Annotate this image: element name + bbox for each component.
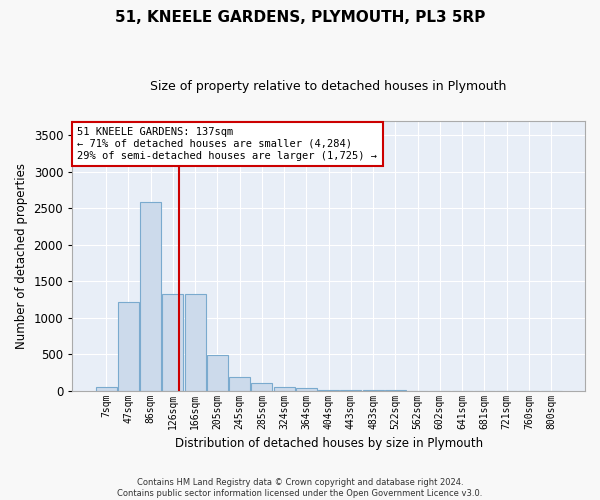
Bar xyxy=(229,378,250,390)
Bar xyxy=(274,387,295,390)
Bar xyxy=(95,387,116,390)
Bar xyxy=(162,294,184,390)
Bar xyxy=(296,388,317,390)
Y-axis label: Number of detached properties: Number of detached properties xyxy=(15,162,28,348)
Text: Contains HM Land Registry data © Crown copyright and database right 2024.
Contai: Contains HM Land Registry data © Crown c… xyxy=(118,478,482,498)
Text: 51, KNEELE GARDENS, PLYMOUTH, PL3 5RP: 51, KNEELE GARDENS, PLYMOUTH, PL3 5RP xyxy=(115,10,485,25)
Bar xyxy=(118,302,139,390)
Bar xyxy=(251,384,272,390)
Title: Size of property relative to detached houses in Plymouth: Size of property relative to detached ho… xyxy=(151,80,507,93)
Bar xyxy=(185,294,206,390)
X-axis label: Distribution of detached houses by size in Plymouth: Distribution of detached houses by size … xyxy=(175,437,482,450)
Bar xyxy=(140,202,161,390)
Bar xyxy=(207,355,228,390)
Text: 51 KNEELE GARDENS: 137sqm
← 71% of detached houses are smaller (4,284)
29% of se: 51 KNEELE GARDENS: 137sqm ← 71% of detac… xyxy=(77,128,377,160)
